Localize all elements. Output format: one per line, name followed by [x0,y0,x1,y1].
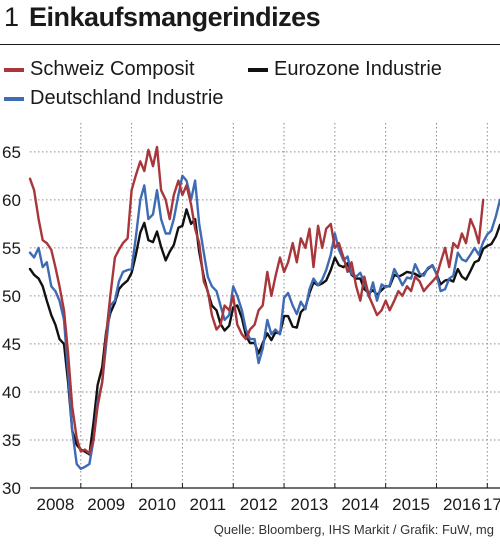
title-divider [0,44,500,45]
x-tick-label: 2016 [443,495,481,514]
x-tick-label: 2009 [87,495,125,514]
x-tick-label: 2010 [138,495,176,514]
x-tick-label: 2013 [291,495,329,514]
legend-swatch-eurozone [248,67,268,72]
source-note: Quelle: Bloomberg, IHS Markit / Grafik: … [213,522,494,537]
grid [30,123,500,488]
y-tick-label: 60 [2,191,21,210]
series-lines [28,145,500,470]
legend-item-deutschland: Deutschland Industrie [4,87,223,110]
y-tick-label: 30 [2,479,21,498]
legend-swatch-deutschland [4,96,24,101]
x-tick-label: 2015 [392,495,430,514]
legend-swatch-schweiz [4,67,24,72]
figure-number: 1 [4,2,20,32]
x-tick-label: 2012 [240,495,278,514]
legend-item-eurozone: Eurozone Industrie [248,58,442,81]
x-tick-label: 17 [483,495,500,514]
axis-labels: 30 35 40 45 50 55 60 65 2008 2009 2010 2011 2012 2013… [2,143,500,514]
x-tick-label: 2008 [36,495,74,514]
y-tick-label: 35 [2,431,21,450]
y-tick-label: 55 [2,239,21,258]
y-tick-label: 50 [2,287,21,306]
chart-title-row: 1 Einkaufsmangerindizes [4,2,321,42]
legend-label-deutschland: Deutschland Industrie [30,87,224,109]
chart-title: Einkaufsmangerindizes [29,2,321,32]
series-line-deutschland [28,174,500,470]
series-line-schweiz [28,145,485,455]
x-tick-label: 2014 [341,495,379,514]
y-tick-label: 40 [2,383,21,402]
y-tick-label: 65 [2,143,21,162]
y-tick-label: 45 [2,335,21,354]
legend-label-eurozone: Eurozone Industrie [274,58,442,80]
legend-item-schweiz: Schweiz Composit [4,58,195,81]
x-tick-label: 2011 [190,495,227,514]
legend-label-schweiz: Schweiz Composit [30,58,195,80]
